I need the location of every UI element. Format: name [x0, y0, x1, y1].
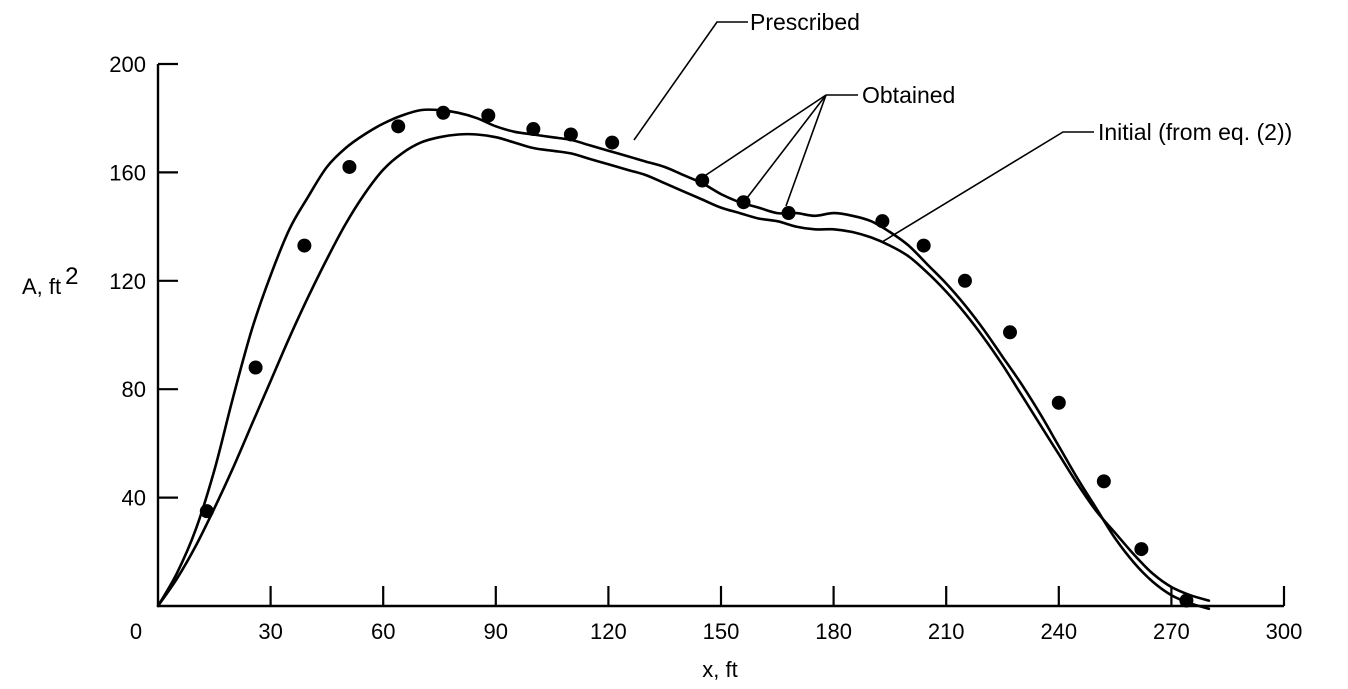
y-tick-label: 120: [109, 269, 146, 294]
initial-from-eq-2-series-line: [156, 132, 1211, 608]
obtained-data-point: [1003, 325, 1018, 340]
obtained-leader-line-3: [785, 94, 827, 207]
initial-label: Initial (from eq. (2)): [1098, 119, 1292, 145]
x-tick-label: 240: [1040, 619, 1077, 644]
obtained-data-point: [916, 238, 931, 253]
x-tick-label: 90: [484, 619, 508, 644]
y-axis-title: A, ft 2: [22, 263, 78, 299]
y-axis-title-exponent: 2: [65, 263, 78, 290]
obtained-data-point: [563, 127, 578, 142]
y-tick-label: 80: [122, 377, 146, 402]
obtained-data-point: [781, 206, 796, 221]
series-layer: [156, 108, 1211, 610]
obtained-data-point: [199, 504, 214, 519]
obtained-data-point: [1051, 395, 1066, 410]
obtained-data-point: [391, 119, 406, 134]
obtained-data-point: [1179, 593, 1194, 608]
obtained-data-point: [605, 135, 620, 150]
obtained-data-point: [248, 360, 263, 375]
x-tick-label: 30: [258, 619, 282, 644]
obtained-data-point: [736, 195, 751, 210]
x-axis-title: x, ft: [702, 657, 737, 682]
x-tick-label: 270: [1153, 619, 1190, 644]
y-tick-label: 200: [109, 52, 146, 77]
x-tick-label: 0: [130, 619, 142, 644]
x-ticks: 0 30 60 90 120 150 180 210 240 270 300: [130, 586, 1302, 644]
obtained-label: Obtained: [862, 82, 955, 108]
obtained-data-point: [481, 108, 496, 123]
obtained-data-point: [875, 214, 890, 229]
x-tick-label: 180: [815, 619, 852, 644]
prescribed-label: Prescribed: [750, 9, 860, 35]
obtained-data-point: [297, 238, 312, 253]
y-tick-label: 160: [109, 160, 146, 185]
x-tick-label: 60: [371, 619, 395, 644]
obtained-data-point: [695, 173, 710, 188]
points-layer: [199, 105, 1194, 608]
prescribed-series-line: [156, 108, 1211, 610]
initial-leader-line: [881, 131, 1094, 243]
axes: [156, 64, 1284, 608]
x-tick-label: 210: [928, 619, 965, 644]
obtained-data-point: [526, 122, 541, 137]
obtained-data-point: [1134, 542, 1149, 557]
obtained-data-point: [1096, 474, 1111, 489]
x-tick-label: 120: [590, 619, 627, 644]
x-tick-label: 300: [1266, 619, 1303, 644]
obtained-leader-line-1: [696, 94, 827, 182]
y-tick-label: 40: [122, 486, 146, 511]
annotations: Prescribed Obtained Initial (from eq. (2…: [633, 9, 1292, 243]
obtained-data-point: [342, 159, 357, 174]
y-ticks: 40 80 120 160 200: [109, 52, 178, 511]
obtained-leader-line-2: [746, 94, 827, 199]
prescribed-leader-line: [633, 21, 748, 141]
obtained-data-point: [957, 273, 972, 288]
y-axis-title-text: A, ft: [22, 274, 61, 299]
x-tick-label: 150: [703, 619, 740, 644]
obtained-data-point: [436, 105, 451, 120]
